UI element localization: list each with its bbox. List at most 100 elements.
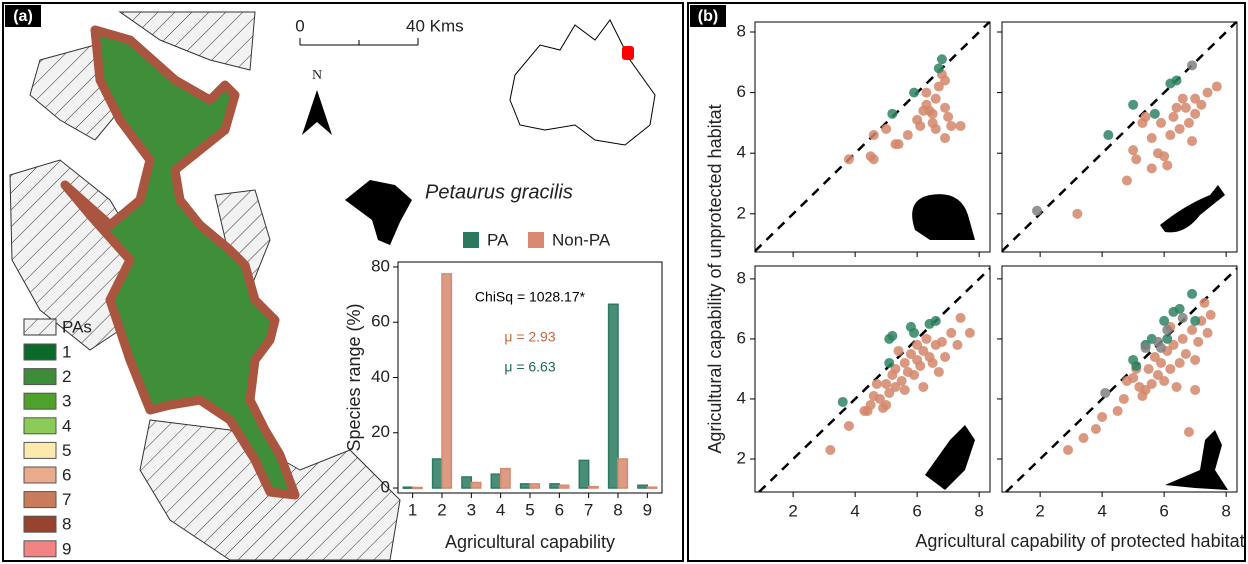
bar bbox=[441, 273, 453, 489]
scatter-point bbox=[884, 357, 895, 368]
legend-swatch bbox=[463, 232, 479, 248]
scatter-point bbox=[1156, 357, 1167, 368]
x-tick-label: 6 bbox=[912, 501, 921, 520]
scatter-point bbox=[933, 366, 944, 377]
scatter-point bbox=[1159, 375, 1170, 386]
y-tick-label: 8 bbox=[737, 268, 746, 287]
scatter-point bbox=[887, 330, 898, 341]
legend-swatch bbox=[23, 343, 57, 361]
y-tick-label: 4 bbox=[737, 143, 746, 162]
scatter-point bbox=[1112, 405, 1123, 416]
scatter-point bbox=[1190, 354, 1201, 365]
plot-frame bbox=[1001, 265, 1238, 493]
bar bbox=[578, 459, 590, 489]
scatter-point bbox=[921, 87, 932, 98]
x-tick-label: 4 bbox=[1097, 501, 1106, 520]
scatter-point bbox=[1072, 208, 1083, 219]
scatter-point bbox=[927, 357, 938, 368]
scatter-point bbox=[1100, 387, 1111, 398]
scatter-point bbox=[1146, 378, 1157, 389]
scatter-point bbox=[1156, 117, 1167, 128]
legend-label: 3 bbox=[62, 392, 71, 411]
scatter-point bbox=[909, 87, 920, 98]
plot-frame bbox=[754, 21, 991, 253]
bar bbox=[402, 486, 414, 489]
scatter-point bbox=[868, 154, 879, 165]
scatter-point bbox=[1187, 136, 1198, 147]
scatter-point bbox=[1162, 324, 1173, 335]
panel-label-bg bbox=[5, 5, 41, 27]
scatter-point bbox=[887, 108, 898, 119]
scatter-point bbox=[1190, 108, 1201, 119]
scatter-point bbox=[1202, 87, 1213, 98]
scatter-point bbox=[1177, 93, 1188, 104]
scatter-point bbox=[1187, 288, 1198, 299]
annotation: μ = 6.63 bbox=[504, 359, 555, 375]
frog-silhouette bbox=[912, 194, 975, 240]
kangaroo-silhouette bbox=[1165, 430, 1228, 490]
panel-label: (b) bbox=[698, 8, 718, 25]
scatter-point bbox=[1177, 312, 1188, 323]
species-range bbox=[60, 25, 300, 500]
legend-swatch bbox=[23, 491, 57, 509]
x-tick-label: 1 bbox=[408, 500, 417, 519]
map: 0 40 Kms N Petaurus gracilis bbox=[9, 11, 656, 561]
scatter-point bbox=[1168, 306, 1179, 317]
x-tick-label: 9 bbox=[643, 500, 652, 519]
x-axis-label: Agricultural capability bbox=[445, 532, 615, 552]
scatter-point bbox=[1118, 393, 1129, 404]
scale-label: 40 Kms bbox=[406, 16, 464, 35]
scatter-point bbox=[1190, 315, 1201, 326]
scatter-point bbox=[964, 327, 975, 338]
x-tick-label: 8 bbox=[1221, 501, 1230, 520]
scatter-point bbox=[890, 363, 901, 374]
x-tick-label: 4 bbox=[850, 501, 859, 520]
scatter-point bbox=[915, 120, 926, 131]
scatter-point bbox=[905, 321, 916, 332]
panel-b-frame bbox=[687, 2, 1246, 562]
scatter-point bbox=[881, 399, 892, 410]
legend-swatch bbox=[23, 392, 57, 410]
legend-swatch bbox=[23, 318, 57, 336]
annotation: μ = 2.93 bbox=[504, 329, 555, 345]
scatter-point bbox=[868, 130, 879, 141]
scatter-point bbox=[859, 405, 870, 416]
x-tick-label: 2 bbox=[1035, 501, 1044, 520]
scatter-point bbox=[1149, 108, 1160, 119]
y-tick-label: 8 bbox=[737, 21, 746, 40]
scatter-point bbox=[1146, 163, 1157, 174]
scatter-point bbox=[940, 351, 951, 362]
legend-label: 8 bbox=[62, 515, 71, 534]
bar bbox=[587, 485, 599, 489]
scatter-point bbox=[1171, 75, 1182, 86]
x-tick-label: 7 bbox=[584, 500, 593, 519]
legend-label: 5 bbox=[62, 441, 71, 460]
bar bbox=[558, 484, 570, 489]
x-tick-label: 8 bbox=[974, 501, 983, 520]
legend-label: 2 bbox=[62, 367, 71, 386]
scatter-point bbox=[902, 130, 913, 141]
scatter-point bbox=[1187, 324, 1198, 335]
scatter-point bbox=[890, 381, 901, 392]
legend-label: 7 bbox=[62, 490, 71, 509]
scatter-point bbox=[933, 63, 944, 74]
scatter-point bbox=[825, 444, 836, 455]
gecko-silhouette bbox=[1160, 185, 1225, 233]
scatter-point bbox=[905, 348, 916, 359]
scatter-point bbox=[1131, 360, 1142, 371]
scatter-point bbox=[843, 420, 854, 431]
scatter-point bbox=[1165, 130, 1176, 141]
scatter-point bbox=[1205, 309, 1216, 320]
scatter-point bbox=[955, 120, 966, 131]
scatter-point bbox=[912, 339, 923, 350]
legend-swatch bbox=[23, 466, 57, 484]
y-tick-label: 6 bbox=[737, 82, 746, 101]
scatter-point bbox=[940, 133, 951, 144]
y-tick-label: 20 bbox=[371, 422, 390, 441]
scatter-point bbox=[1171, 381, 1182, 392]
scatter-point bbox=[930, 123, 941, 134]
scatter-point bbox=[955, 312, 966, 323]
x-tick-label: 3 bbox=[467, 500, 476, 519]
plot-frame bbox=[1001, 21, 1238, 253]
